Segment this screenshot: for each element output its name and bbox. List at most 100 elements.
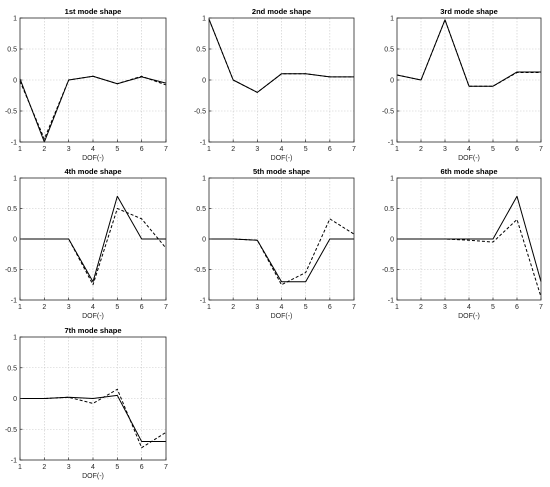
x-tick-label: 6 [328,304,332,311]
y-tick-label: 1 [202,176,206,183]
y-tick-label: -0.5 [382,109,394,116]
x-tick-label: 3 [255,304,259,311]
y-tick-label: -1 [11,140,17,147]
dashed-series-line [397,218,542,298]
y-tick-label: 0 [13,396,17,403]
y-tick-label: 0 [202,237,206,244]
solid-series-line [396,19,541,87]
x-tick-label: 6 [140,304,144,311]
subplot-title: 4th mode shape [64,167,121,176]
x-tick-label: 7 [164,146,168,153]
subplot-title: 1st mode shape [65,7,122,16]
x-tick-label: 4 [280,304,284,311]
x-tick-label: 7 [539,146,543,153]
y-tick-label: 0.5 [7,47,17,54]
x-tick-label: 1 [395,146,399,153]
y-tick-label: 1 [13,16,17,23]
x-tick-label: 1 [18,304,22,311]
x-tick-label: 5 [491,146,495,153]
subplot-title: 3rd mode shape [440,7,498,16]
y-tick-label: 0.5 [384,47,394,54]
y-tick-label: 0.5 [196,47,206,54]
y-tick-label: 0 [390,78,394,85]
x-tick-label: 1 [18,146,22,153]
x-tick-label: 7 [352,146,356,153]
x-tick-label: 2 [231,146,235,153]
y-tick-label: 1 [390,176,394,183]
x-tick-label: 3 [443,304,447,311]
y-tick-label: -0.5 [5,267,17,274]
y-tick-label: 0 [13,78,17,85]
subplot-7: 1 2 3 4 5 6 7 1 0.5 0 -0.5 -1 7th mode shape DOF(-) [5,326,168,480]
subplot-4: 1 2 3 4 5 6 7 1 0.5 0 -0.5 -1 4th mode shape DOF(-) [5,167,168,320]
x-tick-label: 7 [352,304,356,311]
y-tick-label: -0.5 [5,427,17,434]
x-tick-label: 6 [140,146,144,153]
x-tick-label: 1 [207,304,211,311]
y-tick-label: 1 [390,16,394,23]
x-tick-label: 4 [467,304,471,311]
subplot-3: 1 2 3 4 5 6 7 1 0.5 0 -0.5 -1 3rd mode shape DOF(-) [382,7,543,162]
x-tick-label: 3 [67,146,71,153]
y-tick-label: -1 [388,298,394,305]
y-tick-label: 0.5 [196,206,206,213]
x-axis-label: DOF(-) [458,155,480,162]
x-tick-label: 4 [280,146,284,153]
x-tick-label: 2 [419,146,423,153]
y-tick-label: 1 [13,335,17,342]
y-tick-label: 0 [13,237,17,244]
y-tick-label: 0.5 [7,206,17,213]
y-tick-label: -0.5 [5,109,17,116]
x-tick-label: 3 [67,304,71,311]
y-tick-label: -1 [200,298,206,305]
x-tick-label: 5 [115,146,119,153]
subplot-1: 1 2 3 4 5 6 7 1 0.5 0 -0.5 -1 1st mode shape DOF(-) [5,7,168,162]
dashed-series-line [19,75,167,140]
x-tick-label: 1 [18,464,22,471]
x-tick-label: 3 [443,146,447,153]
y-tick-label: 0 [390,237,394,244]
y-tick-label: -0.5 [194,109,206,116]
x-tick-label: 5 [304,304,308,311]
subplot-title: 6th mode shape [440,167,497,176]
x-tick-label: 7 [539,304,543,311]
x-tick-label: 4 [91,304,95,311]
dashed-series-line [396,19,541,87]
x-tick-label: 6 [328,146,332,153]
subplot-title: 2nd mode shape [252,7,311,16]
subplot-title: 5th mode shape [253,167,310,176]
y-tick-label: -0.5 [194,267,206,274]
subplot-5: 1 2 3 4 5 6 7 1 0.5 0 -0.5 -1 5th mode shape DOF(-) [194,167,356,320]
x-tick-label: 2 [42,304,46,311]
y-tick-label: -1 [388,140,394,147]
y-tick-label: -1 [200,140,206,147]
x-axis-label: DOF(-) [82,313,104,320]
y-tick-label: 0.5 [384,206,394,213]
x-tick-label: 3 [67,464,71,471]
y-tick-label: -1 [11,458,17,465]
x-tick-label: 2 [42,146,46,153]
solid-series-line [20,394,166,443]
x-tick-label: 2 [231,304,235,311]
dashed-series-line [20,208,167,286]
x-tick-label: 4 [91,146,95,153]
x-axis-label: DOF(-) [82,473,104,480]
x-tick-label: 3 [255,146,259,153]
solid-series-line [209,238,354,283]
subplot-title: 7th mode shape [64,326,121,335]
x-tick-label: 1 [395,304,399,311]
y-tick-label: -0.5 [382,267,394,274]
x-tick-label: 7 [164,304,168,311]
x-tick-label: 4 [91,464,95,471]
y-tick-label: 1 [13,176,17,183]
x-tick-label: 6 [515,304,519,311]
subplot-6: 1 2 3 4 5 6 7 1 0.5 0 -0.5 -1 6th mode shape DOF(-) [382,167,543,320]
x-axis-label: DOF(-) [82,155,104,162]
x-tick-label: 6 [515,146,519,153]
x-tick-label: 6 [140,464,144,471]
x-tick-label: 2 [42,464,46,471]
x-tick-label: 5 [491,304,495,311]
subplot-2: 1 2 3 4 5 6 7 1 0.5 0 -0.5 -1 2nd mode shape DOF(-) [194,7,356,162]
x-tick-label: 2 [419,304,423,311]
